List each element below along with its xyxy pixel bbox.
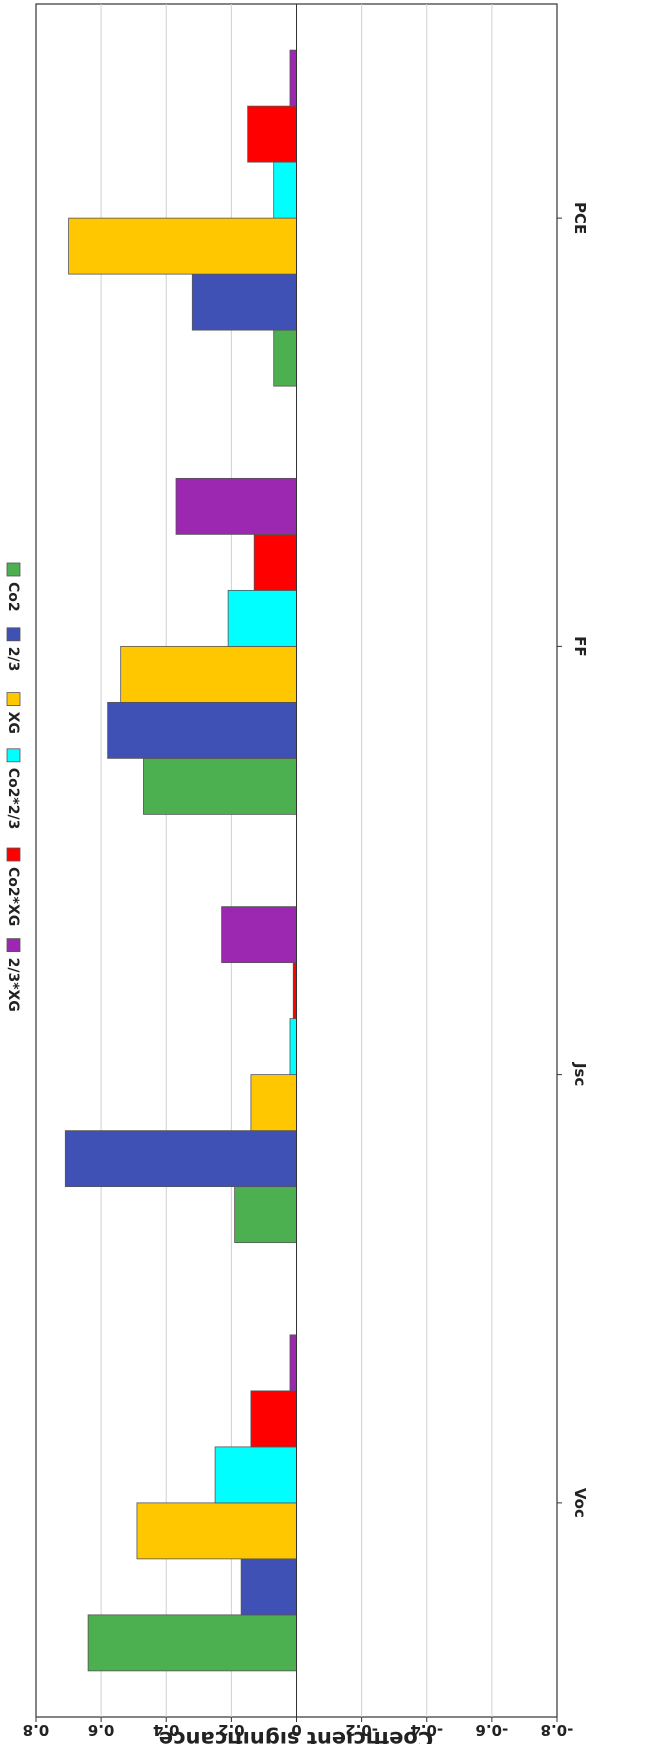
bar-ff-0 (143, 757, 297, 815)
bar-voc-2 (136, 1502, 297, 1560)
value-axis: 0.8 0.6 0.4 0.2 0 -0.2 -0.4 -0.6 -0.8 (23, 1717, 574, 1739)
bar-ff-5 (175, 477, 297, 535)
legend: Co2 2/3 XG Co2*2/3 Co2*XG 2/3*XG (5, 562, 21, 1012)
bar-voc-4 (250, 1390, 297, 1448)
bar-pce-4 (247, 105, 297, 163)
tick-label: -0.6 (475, 1721, 508, 1739)
tick-label: 0.6 (88, 1721, 115, 1739)
bar-jsc-1 (64, 1130, 297, 1188)
category-label: Jsc (571, 1062, 589, 1086)
bar-voc-1 (240, 1558, 297, 1616)
bar-voc-0 (87, 1614, 297, 1672)
tick-label: 0.2 (218, 1721, 245, 1739)
category-axis: Voc Jsc FF PCE (557, 202, 589, 1518)
legend-label: 2/3*XG (5, 958, 21, 1012)
legend-swatch (6, 748, 21, 763)
bar-ff-4 (253, 533, 297, 591)
legend-label: 2/3 (5, 647, 21, 672)
legend-label: Co2 (5, 582, 21, 612)
bar-pce-3 (273, 161, 297, 219)
legend-swatch (6, 627, 21, 642)
legend-swatch (6, 847, 21, 862)
bar-voc-5 (289, 1334, 297, 1392)
bar-jsc-0 (234, 1186, 297, 1244)
legend-swatch (6, 692, 21, 707)
bars (64, 49, 297, 1672)
tick-label: -0.8 (541, 1721, 574, 1739)
bar-pce-1 (191, 273, 297, 331)
legend-label: XG (5, 712, 21, 734)
legend-label: Co2*XG (5, 867, 21, 926)
category-label: Voc (571, 1488, 589, 1518)
category-label: PCE (571, 202, 589, 234)
bar-jsc-3 (289, 1018, 297, 1076)
legend-label: Co2*2/3 (5, 768, 21, 830)
bar-voc-3 (214, 1446, 297, 1504)
legend-swatch (6, 938, 21, 953)
bar-jsc-5 (221, 906, 297, 964)
bar-pce-5 (289, 49, 297, 107)
tick-label: 0.4 (153, 1721, 180, 1739)
axis-title: Coefficient significance (159, 1727, 433, 1744)
tick-label: -0.2 (345, 1721, 378, 1739)
bar-pce-2 (68, 217, 297, 275)
bar-ff-3 (227, 589, 297, 647)
bar-ff-1 (107, 701, 297, 759)
tick-label: -0.4 (410, 1721, 443, 1739)
bar-ff-2 (120, 645, 297, 703)
legend-swatch (6, 562, 21, 577)
bar-jsc-2 (250, 1074, 297, 1132)
bar-pce-0 (273, 329, 297, 387)
category-label: FF (571, 636, 589, 657)
tick-label: 0 (291, 1721, 301, 1739)
tick-label: 0.8 (23, 1721, 50, 1739)
